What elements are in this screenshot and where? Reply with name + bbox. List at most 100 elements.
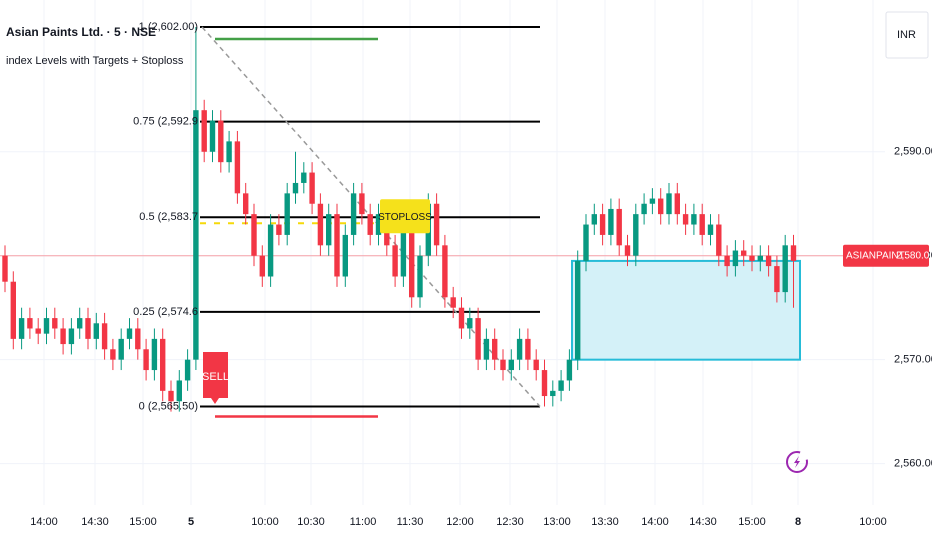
candle-body	[550, 390, 556, 397]
x-tick-label: 14:30	[81, 516, 109, 528]
x-tick-label: 8	[795, 516, 801, 528]
candle-body	[350, 193, 357, 235]
candle-body	[334, 214, 340, 277]
candle-body	[450, 297, 456, 308]
candle-body	[691, 214, 697, 225]
candle-body	[741, 250, 747, 256]
candle-body	[525, 338, 531, 360]
currency-box[interactable]	[885, 11, 929, 59]
x-tick-label: 13:30	[591, 516, 619, 528]
candle-body	[392, 245, 398, 277]
sell-box	[203, 352, 228, 404]
plot	[0, 26, 885, 418]
fib-label: 1 (2,602.00)	[139, 21, 198, 33]
candle-body	[749, 255, 755, 261]
candle-body	[409, 224, 415, 298]
candle-body	[234, 141, 241, 194]
candle-body	[143, 349, 149, 371]
candle-body	[516, 338, 523, 360]
price-axis	[885, 0, 932, 550]
fib-label: 0 (2,565.50)	[139, 400, 198, 412]
candle-body	[135, 328, 141, 350]
chart-title: Asian Paints Ltd. · 5 · NSE	[6, 25, 156, 39]
candle-body	[267, 224, 274, 277]
x-tick-label: 12:30	[496, 516, 524, 528]
candle-body	[342, 234, 348, 277]
candle-body	[674, 193, 680, 215]
x-tick-label: 15:00	[738, 516, 766, 528]
candle-body	[184, 359, 191, 381]
candle-body	[326, 214, 332, 246]
candle-body	[541, 370, 548, 397]
candle-body	[641, 203, 647, 215]
lightning-icon[interactable]	[786, 451, 808, 473]
x-tick-label: 12:00	[446, 516, 474, 528]
stoploss-label: STOPLOSS	[378, 212, 432, 223]
candle-body	[193, 110, 199, 360]
candle-body	[467, 318, 473, 329]
grid	[0, 0, 885, 505]
candle-body	[790, 245, 797, 261]
candle-body	[400, 224, 407, 277]
candle-body	[151, 338, 158, 371]
x-tick-label: 14:00	[30, 516, 58, 528]
candle-body	[533, 359, 539, 371]
sell-label: SELL	[202, 371, 229, 383]
candle-body	[35, 328, 41, 334]
fib-label: 0.5 (2,583.7	[139, 211, 198, 223]
candle-body	[101, 323, 108, 350]
candle-body	[608, 208, 614, 235]
candle-body	[68, 328, 75, 345]
candle-body	[649, 198, 656, 204]
x-tick-label: 13:00	[543, 516, 571, 528]
candle-body	[458, 307, 465, 329]
candle-body	[276, 224, 282, 235]
candle-body	[176, 380, 182, 402]
candle-body	[375, 214, 382, 235]
candle-body	[658, 198, 664, 215]
candle-body	[633, 214, 639, 256]
y-tick-label: 2,560.00	[894, 458, 932, 470]
candle-body	[367, 214, 373, 235]
candle-body	[93, 323, 99, 339]
candle-body	[583, 224, 589, 261]
candle-body	[284, 193, 290, 235]
x-tick-label: 14:00	[641, 516, 669, 528]
candle-body	[18, 318, 25, 339]
candle-body	[765, 255, 772, 267]
stoploss-box	[380, 199, 430, 234]
x-tick-label: 5	[188, 516, 194, 528]
fib-label: 0.25 (2,574.6	[133, 306, 198, 318]
candle-body	[707, 224, 714, 235]
fib-label: 0.75 (2,592.9	[133, 116, 198, 128]
candle-body	[716, 224, 722, 256]
candle-body	[616, 208, 622, 246]
candle-body	[566, 359, 573, 381]
x-tick-label: 10:00	[859, 516, 887, 528]
candle-body	[201, 110, 207, 152]
candle-body	[475, 318, 481, 360]
symbol-label: ASIANPAINT	[846, 250, 905, 261]
candle-body	[10, 281, 16, 339]
candle-body	[27, 318, 33, 329]
candle-body	[126, 328, 133, 339]
candle-body	[209, 120, 216, 152]
candle-body	[442, 245, 448, 298]
candle-body	[508, 359, 514, 371]
candle-body	[666, 193, 672, 215]
candle-body	[292, 182, 299, 194]
candle-body	[85, 318, 91, 339]
x-tick-label: 15:00	[129, 516, 157, 528]
last-price-label: 2,580.00	[896, 250, 932, 261]
indicator-title: index Levels with Targets + Stoploss	[6, 55, 184, 67]
candle-body	[218, 120, 224, 163]
target-zone	[571, 259, 801, 361]
x-tick-label: 10:00	[251, 516, 279, 528]
candle-body	[52, 318, 58, 329]
y-tick-label: 2,590.00	[894, 146, 932, 158]
price-tag	[843, 244, 929, 267]
y-tick-label: 2,570.00	[894, 354, 932, 366]
candle-body	[417, 255, 423, 298]
x-tick-label: 11:00	[350, 516, 377, 528]
